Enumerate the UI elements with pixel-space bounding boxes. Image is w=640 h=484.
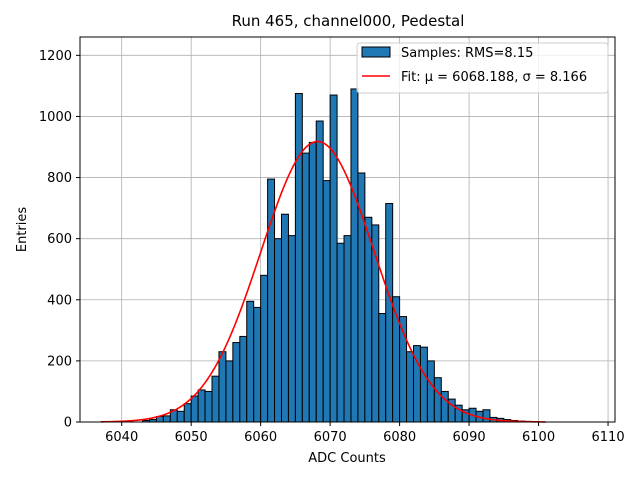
y-tick-label: 200 (47, 354, 72, 369)
histogram-bar (288, 236, 295, 422)
histogram-bar (309, 142, 316, 422)
histogram-bar (358, 173, 365, 422)
y-tick-label: 400 (47, 293, 72, 308)
histogram-bar (198, 390, 205, 422)
histogram-bar (365, 217, 372, 422)
histogram-bar (434, 378, 441, 422)
legend-histogram-label: Samples: RMS=8.15 (401, 46, 533, 61)
x-tick-label: 6100 (522, 430, 555, 445)
histogram-bar (184, 404, 191, 422)
histogram-bar (407, 352, 414, 422)
histogram-bar (330, 95, 337, 422)
y-tick-label: 1000 (39, 110, 72, 125)
histogram-bar (219, 352, 226, 422)
histogram-bar (295, 94, 302, 422)
histogram-bar (379, 314, 386, 422)
x-tick-label: 6110 (592, 430, 625, 445)
x-tick-label: 6070 (314, 430, 347, 445)
histogram-bar (240, 336, 247, 422)
histogram-bar (163, 416, 170, 422)
histogram-bar (302, 153, 309, 422)
x-tick-label: 6050 (175, 430, 208, 445)
histogram-bar (483, 410, 490, 422)
histogram-bar (386, 204, 393, 422)
y-tick-label: 800 (47, 171, 72, 186)
x-tick-label: 6080 (383, 430, 416, 445)
legend: Samples: RMS=8.15 Fit: μ = 6068.188, σ =… (357, 43, 608, 93)
y-tick-label: 1200 (39, 49, 72, 64)
y-tick-label: 0 (64, 416, 72, 431)
histogram-bar (281, 214, 288, 422)
histogram-bar (254, 307, 261, 422)
x-tick-label: 6060 (244, 430, 277, 445)
histogram-bar (205, 391, 212, 422)
legend-fit-label: Fit: μ = 6068.188, σ = 8.166 (401, 70, 587, 85)
y-tick-label: 600 (47, 232, 72, 247)
histogram-bar (323, 181, 330, 422)
histogram-bar (316, 121, 323, 422)
histogram-bar (191, 396, 198, 422)
histogram-bar (212, 376, 219, 422)
y-axis-label: Entries (15, 207, 30, 253)
legend-bar-swatch (362, 47, 390, 57)
chart-title: Run 465, channel000, Pedestal (232, 12, 465, 30)
histogram-bar (261, 275, 268, 422)
histogram-bar (337, 243, 344, 422)
histogram-bar (275, 239, 282, 422)
x-tick-label: 6040 (105, 430, 138, 445)
histogram-bar (226, 361, 233, 422)
x-tick-label: 6090 (453, 430, 486, 445)
histogram-bar (233, 343, 240, 422)
histogram-bar (420, 347, 427, 422)
histogram-bar (177, 411, 184, 422)
histogram-bar (351, 89, 358, 422)
histogram-bar (427, 361, 434, 422)
histogram-bar (344, 236, 351, 422)
x-axis-label: ADC Counts (308, 451, 386, 466)
histogram-bar (247, 301, 254, 422)
